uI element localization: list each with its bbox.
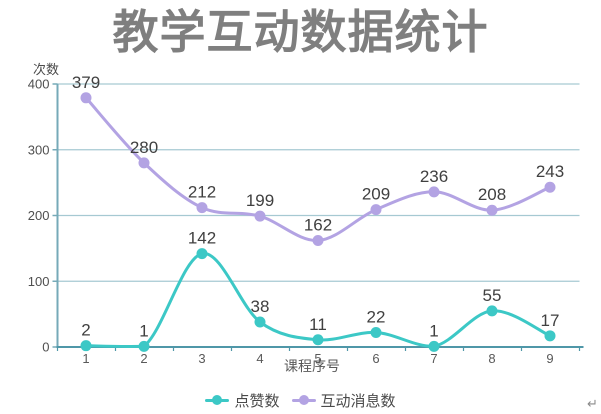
data-label: 55 (483, 286, 502, 305)
legend-label-messages: 互动消息数 (320, 392, 396, 410)
x-tick-label: 1 (82, 351, 89, 366)
data-label: 379 (72, 73, 100, 92)
x-tick-label: 3 (198, 351, 205, 366)
y-tick-label: 300 (28, 142, 50, 157)
y-tick-label: 100 (28, 274, 50, 289)
data-label: 142 (188, 229, 216, 248)
data-point (80, 92, 92, 104)
data-label: 236 (420, 167, 448, 186)
data-point (544, 330, 556, 342)
data-point (370, 327, 382, 339)
data-point (312, 234, 324, 246)
data-label: 243 (536, 162, 564, 181)
x-tick-label: 5 (314, 351, 321, 366)
y-tick-label: 400 (28, 77, 50, 92)
series-line-0 (84, 252, 552, 349)
data-point (544, 181, 556, 193)
data-label: 11 (309, 315, 327, 334)
data-label: 1 (429, 321, 438, 340)
data-point (196, 248, 208, 260)
data-point (254, 210, 266, 222)
data-point (196, 202, 208, 214)
data-point (312, 334, 324, 346)
legend-line-dot-icon (205, 395, 230, 405)
data-label: 17 (541, 311, 560, 330)
data-label: 1 (139, 321, 148, 340)
y-axis-name: 次数 (33, 62, 60, 77)
data-point (428, 186, 440, 198)
data-point (254, 316, 266, 328)
data-label: 38 (251, 297, 270, 316)
data-point (428, 340, 440, 352)
paragraph-return-icon: ↵ (587, 396, 598, 411)
x-tick-label: 2 (140, 351, 147, 366)
legend-label-likes: 点赞数 (234, 392, 280, 410)
data-label: 22 (367, 308, 386, 327)
data-point (80, 340, 92, 352)
data-point (138, 157, 150, 169)
legend-item-likes[interactable]: 点赞数 (205, 390, 280, 411)
legend-item-messages[interactable]: 互动消息数 (291, 390, 396, 411)
y-tick-label: 200 (28, 208, 50, 223)
x-tick-label: 7 (430, 351, 437, 366)
data-label: 2 (81, 321, 90, 340)
x-tick-label: 4 (256, 351, 263, 366)
data-point (370, 204, 382, 216)
data-label: 212 (188, 183, 216, 202)
data-label: 162 (304, 215, 332, 234)
legend-line-dot-icon (291, 395, 316, 405)
x-axis-name: 课程序号 (284, 358, 340, 374)
data-point (486, 305, 498, 317)
data-point (486, 204, 498, 216)
legend: 点赞数 互动消息数 (0, 389, 601, 411)
data-label: 208 (478, 185, 506, 204)
data-label: 209 (362, 185, 390, 204)
chart-title: 教学互动数据统计 (112, 6, 489, 58)
data-label: 280 (130, 138, 158, 157)
x-tick-label: 8 (488, 351, 495, 366)
data-point (138, 340, 150, 352)
data-label: 199 (246, 191, 274, 210)
x-tick-label: 9 (546, 351, 553, 366)
y-tick-label: 0 (42, 340, 49, 355)
x-tick-label: 6 (372, 351, 379, 366)
